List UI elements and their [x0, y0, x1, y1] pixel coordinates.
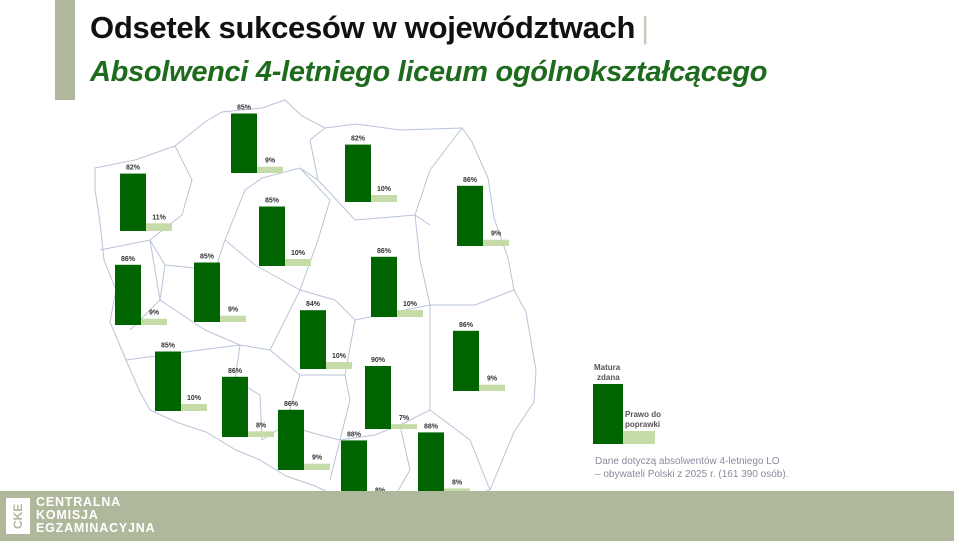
cke-logo: CKE CENTRALNA KOMISJA EGZAMINACYJNA	[6, 496, 155, 535]
bar-passed-lubuskie	[115, 264, 141, 325]
label-passed-malopolskie: 88%	[347, 431, 362, 438]
bar-retake-zachodniopomorskie	[146, 223, 172, 231]
cke-logo-mark: CKE	[6, 497, 30, 534]
data-note: Dane dotyczą absolwentów 4-letniego LO – …	[595, 455, 788, 481]
bars-layer: 82% 11% 85% 9% 82% 10% 86% 9% 85% 10% 86% 9% 85% 9% 86…	[115, 105, 509, 502]
label-passed-swietokrzyskie: 90%	[371, 357, 386, 364]
label-passed-opolskie: 86%	[228, 368, 243, 375]
bar-retake-warminsko-mazurskie	[371, 195, 397, 202]
label-passed-lubuskie: 86%	[121, 256, 136, 263]
bar-passed-lodzkie	[300, 310, 326, 369]
title-separator: |	[641, 10, 649, 45]
legend-swatch-retake	[623, 431, 655, 444]
bar-passed-swietokrzyskie	[365, 366, 391, 429]
title-accent-bar	[55, 0, 75, 100]
bar-passed-mazowieckie	[371, 256, 397, 317]
bar-retake-pomorskie	[257, 166, 283, 173]
label-retake-slaskie: 9%	[312, 455, 323, 462]
label-retake-lubuskie: 9%	[149, 310, 160, 317]
page-title: Odsetek sukcesów w województwach |	[90, 10, 649, 46]
label-retake-lubelskie: 9%	[487, 376, 498, 383]
bar-passed-lubelskie	[453, 330, 479, 391]
bar-retake-kujawsko-pomorskie	[285, 259, 311, 266]
bar-retake-slaskie	[304, 463, 330, 470]
label-retake-lodzkie: 10%	[332, 353, 347, 360]
bar-retake-opolskie	[248, 431, 274, 437]
bar-passed-pomorskie	[231, 113, 257, 173]
label-retake-mazowieckie: 10%	[403, 301, 418, 308]
bar-retake-swietokrzyskie	[391, 424, 417, 429]
label-passed-zachodniopomorskie: 82%	[126, 165, 141, 172]
legend-retake-line2: poprawki	[625, 420, 661, 429]
label-retake-wielkopolskie: 9%	[228, 307, 239, 314]
bar-passed-dolnoslaskie	[155, 351, 181, 411]
org-line2: KOMISJA	[36, 508, 99, 522]
bar-passed-podkarpackie	[418, 432, 444, 494]
label-passed-pomorskie: 85%	[237, 105, 252, 112]
label-passed-podkarpackie: 88%	[424, 423, 439, 430]
legend-retake-line1: Prawo do	[625, 410, 662, 419]
note-line1: Dane dotyczą absolwentów 4-letniego LO	[595, 456, 780, 467]
bar-passed-podlaskie	[457, 185, 483, 246]
bar-retake-podlaskie	[483, 239, 509, 246]
bar-retake-lodzkie	[326, 362, 352, 369]
bar-passed-kujawsko-pomorskie	[259, 206, 285, 266]
label-retake-swietokrzyskie: 7%	[399, 415, 410, 422]
title-text: Odsetek sukcesów w województwach	[90, 10, 636, 45]
org-line3: EGZAMINACYJNA	[36, 521, 156, 535]
label-retake-opolskie: 8%	[256, 422, 267, 429]
label-retake-warminsko-mazurskie: 10%	[377, 186, 392, 193]
label-passed-podlaskie: 86%	[463, 177, 478, 184]
label-passed-mazowieckie: 86%	[377, 248, 392, 255]
label-retake-zachodniopomorskie: 11%	[152, 214, 166, 221]
bar-passed-zachodniopomorskie	[120, 173, 146, 231]
bar-retake-wielkopolskie	[220, 315, 246, 322]
bar-passed-slaskie	[278, 409, 304, 470]
label-retake-podlaskie: 9%	[491, 231, 502, 238]
bar-passed-opolskie	[222, 376, 248, 437]
label-retake-kujawsko-pomorskie: 10%	[291, 250, 306, 257]
bar-retake-lubelskie	[479, 384, 505, 391]
cke-logo-text: CENTRALNA KOMISJA EGZAMINACYJNA	[36, 496, 155, 535]
legend-swatch-passed	[593, 384, 623, 444]
label-passed-lubelskie: 86%	[459, 322, 474, 329]
footer-band	[0, 491, 954, 541]
legend-passed-line1: Matura	[594, 363, 621, 372]
label-retake-podkarpackie: 8%	[452, 479, 463, 486]
bar-retake-dolnoslaskie	[181, 404, 207, 411]
label-passed-kujawsko-pomorskie: 85%	[265, 198, 280, 205]
label-retake-malopolskie: 8%	[375, 487, 386, 494]
label-retake-dolnoslaskie: 10%	[187, 395, 202, 402]
label-retake-pomorskie: 9%	[265, 158, 276, 165]
legend-passed-label: Matura zdana	[594, 363, 620, 383]
legend-retake-label: Prawo do poprawki	[625, 410, 661, 430]
page-subtitle: Absolwenci 4-letniego liceum ogólnokszta…	[90, 56, 768, 88]
label-passed-warminsko-mazurskie: 82%	[351, 136, 366, 143]
bar-passed-wielkopolskie	[194, 262, 220, 322]
label-passed-lodzkie: 84%	[306, 301, 321, 308]
bar-retake-lubuskie	[141, 318, 167, 325]
note-line2: – obywateli Polski z 2025 r. (161 390 os…	[595, 469, 789, 480]
label-passed-dolnoslaskie: 85%	[161, 343, 176, 350]
org-line1: CENTRALNA	[36, 495, 121, 509]
label-passed-slaskie: 86%	[284, 401, 299, 408]
label-passed-wielkopolskie: 85%	[200, 254, 215, 261]
bar-passed-warminsko-mazurskie	[345, 144, 371, 202]
legend-passed-line2: zdana	[597, 373, 620, 382]
bar-retake-mazowieckie	[397, 310, 423, 317]
